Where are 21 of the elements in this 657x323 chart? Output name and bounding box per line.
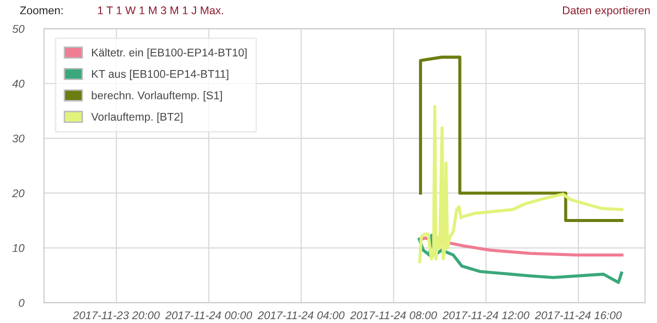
y-tick-label: 20 bbox=[12, 189, 24, 198]
text: Daten exportieren bbox=[563, 6, 650, 16]
legend-label: Vorlauftemp. [BT2] bbox=[91, 112, 182, 123]
x-tick-label: 2017-11-24 08:00 bbox=[350, 311, 437, 320]
x-tick-label: 2017-11-23 20:00 bbox=[72, 311, 160, 320]
x-tick-label: 2017-11-24 00:00 bbox=[165, 311, 252, 320]
text: 1 T 1 W 1 M 3 M 1 J Max. bbox=[98, 6, 224, 14]
y-tick-label: 30 bbox=[12, 134, 24, 142]
y-tick-label: 10 bbox=[12, 244, 24, 252]
line-series bbox=[418, 104, 624, 264]
legend-label: KT aus [EB100-EP14-BT11] bbox=[92, 70, 228, 80]
y-tick-label: 50 bbox=[12, 24, 24, 33]
legend-label: berechn. Vorlauftemp. [S1] bbox=[92, 91, 222, 102]
legend-label: Kältetr. ein [EB100-EP14-BT10] bbox=[92, 48, 247, 59]
y-tick-label: 40 bbox=[12, 80, 24, 88]
line-series bbox=[419, 56, 624, 222]
x-tick-label: 2017-11-24 04:00 bbox=[258, 311, 345, 320]
x-tick-label: 2017-11-24 12:00 bbox=[442, 311, 530, 320]
y-tick-label: 0 bbox=[18, 298, 24, 307]
text: Zoomen: bbox=[20, 6, 63, 14]
x-tick-label: 2017-11-24 16:00 bbox=[534, 311, 622, 320]
